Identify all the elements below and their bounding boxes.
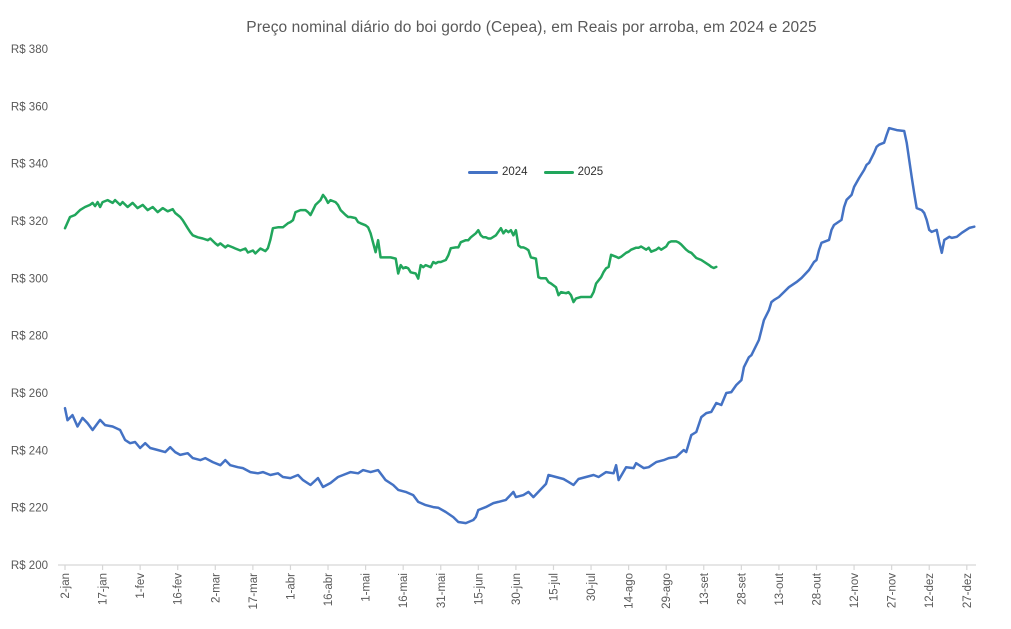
legend-line-swatch-2024 bbox=[468, 170, 498, 174]
x-tick-label: 1-abr bbox=[285, 573, 297, 600]
x-tick-label: 29-ago bbox=[661, 573, 673, 609]
x-tick-label: 1-fev bbox=[135, 573, 147, 599]
legend-item-2024[interactable]: 2024 bbox=[468, 166, 528, 178]
x-tick-label: 16-fev bbox=[173, 573, 185, 605]
y-tick-label: R$ 240 bbox=[11, 445, 48, 457]
y-tick-label: R$ 280 bbox=[11, 331, 48, 343]
x-tick-label: 30-jun bbox=[511, 573, 523, 605]
x-tick-label: 16-abr bbox=[323, 573, 335, 606]
series-line-2024[interactable] bbox=[63, 126, 976, 525]
x-tick-label: 28-out bbox=[812, 572, 824, 605]
legend-label-2025: 2025 bbox=[577, 166, 604, 178]
y-tick-label: R$ 260 bbox=[11, 388, 48, 400]
series-line-2025[interactable] bbox=[63, 193, 718, 304]
y-tick-label: R$ 360 bbox=[11, 101, 48, 113]
x-tick-label: 12-nov bbox=[849, 573, 861, 608]
x-tick-label: 30-jul bbox=[586, 573, 598, 601]
x-tick-label: 31-mai bbox=[436, 573, 448, 608]
y-tick-label: R$ 320 bbox=[11, 216, 48, 228]
x-tick-label: 17-mar bbox=[248, 573, 260, 610]
x-tick-label: 1-mai bbox=[361, 573, 373, 602]
y-tick-label: R$ 220 bbox=[11, 503, 48, 515]
x-tick-label: 13-set bbox=[699, 572, 711, 605]
legend-item-2025[interactable]: 2025 bbox=[543, 166, 604, 178]
x-tick-label: 2-mar bbox=[210, 573, 222, 603]
x-tick-label: 27-dez bbox=[962, 573, 974, 608]
x-tick-label: 16-mai bbox=[398, 573, 410, 608]
x-tick-label: 27-nov bbox=[887, 573, 899, 608]
x-tick-label: 12-dez bbox=[924, 573, 936, 608]
legend: 2024 2025 bbox=[468, 166, 603, 178]
x-tick-label: 13-out bbox=[774, 572, 786, 605]
y-tick-label: R$ 200 bbox=[11, 560, 48, 572]
x-tick-label: 17-jan bbox=[98, 573, 110, 605]
legend-label-2024: 2024 bbox=[502, 166, 528, 178]
x-tick-label: 15-jul bbox=[548, 573, 560, 601]
y-tick-label: R$ 380 bbox=[11, 44, 48, 56]
chart-title: Preço nominal diário do boi gordo (Cepea… bbox=[246, 19, 817, 36]
x-tick-label: 15-jun bbox=[473, 573, 485, 605]
y-tick-label: R$ 340 bbox=[11, 159, 48, 171]
x-tick-label: 2-jan bbox=[60, 573, 72, 599]
x-tick-label: 14-ago bbox=[624, 573, 636, 609]
y-tick-label: R$ 300 bbox=[11, 273, 48, 285]
legend-line-swatch-2025 bbox=[543, 170, 574, 174]
x-tick-label: 28-set bbox=[736, 572, 748, 605]
